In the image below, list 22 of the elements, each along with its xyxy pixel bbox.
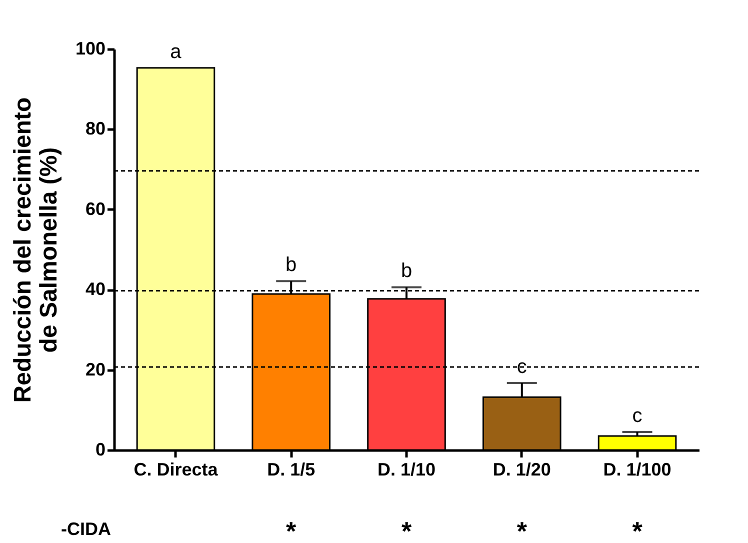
- y-tick-label: 100: [75, 38, 106, 58]
- text: *: [286, 516, 298, 543]
- text: *: [632, 516, 644, 543]
- annotation: b: [400, 260, 412, 282]
- x-tick-label: C. Directa: [134, 460, 219, 480]
- annotation: a: [170, 40, 182, 63]
- y-tick-label: 80: [85, 118, 106, 139]
- text: *: [516, 516, 528, 543]
- y-tick-label: 20: [85, 359, 106, 380]
- y-axis-title: Reducción del crecimiento de Salmonella (%): [9, 97, 62, 403]
- x-tick-label: D. 1/10: [377, 460, 436, 480]
- y-tick-label: 60: [85, 198, 106, 219]
- x-tick-label: D. 1/100: [603, 460, 672, 480]
- annotation: c: [632, 404, 642, 427]
- y-tick-label: 0: [95, 440, 106, 460]
- text: -CIDA: [61, 519, 111, 539]
- annotation: c: [516, 356, 527, 378]
- x-tick-label: D. 1/20: [492, 460, 551, 480]
- x-tick-label: D. 1/5: [267, 460, 316, 480]
- y-tick-label: 40: [85, 279, 106, 300]
- annotation: b: [286, 254, 297, 276]
- text: *: [401, 516, 412, 543]
